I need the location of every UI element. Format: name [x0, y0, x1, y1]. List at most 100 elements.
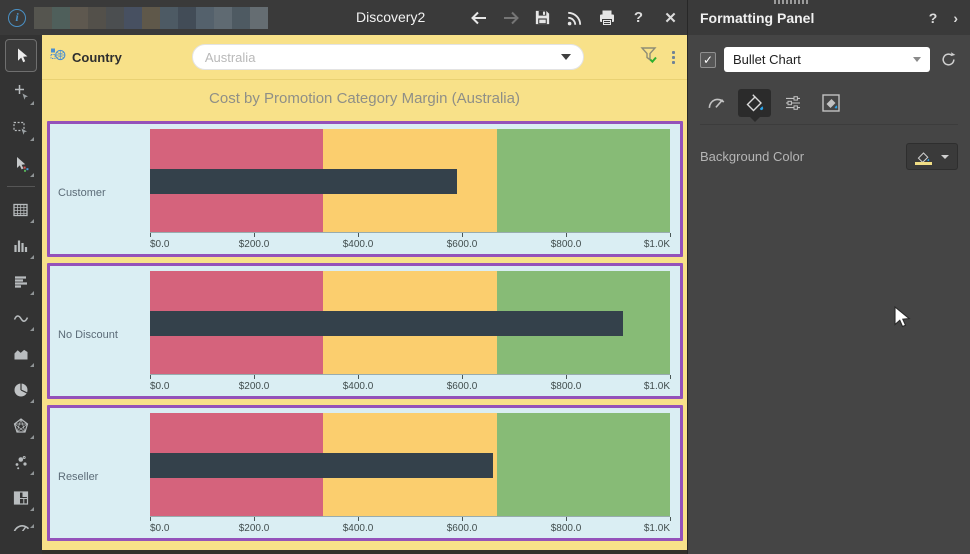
axis-tick: [462, 233, 463, 237]
area-chart-tool[interactable]: [5, 337, 37, 370]
tab-advanced-settings[interactable]: [776, 89, 809, 117]
bullet-chart: No Discount $0.0 $200.0 $400.0 $600.0 $8…: [47, 263, 683, 399]
redacted-block: [124, 6, 142, 29]
value-bar[interactable]: [150, 453, 494, 478]
chevron-down-icon[interactable]: [560, 54, 571, 60]
filter-input-placeholder: Australia: [204, 49, 256, 65]
background-color-picker[interactable]: [906, 143, 958, 170]
panel-section-divider: [700, 124, 958, 125]
redacted-block: [250, 6, 268, 29]
category-label: No Discount: [58, 329, 118, 341]
axis-tick: [254, 517, 255, 521]
marquee-select-tool[interactable]: [5, 111, 37, 144]
row-chart-tool[interactable]: [5, 265, 37, 298]
axis-tick-label: $0.0: [150, 523, 170, 534]
treemap-tool[interactable]: [5, 481, 37, 514]
x-axis: $0.0 $200.0 $400.0 $600.0 $800.0 $1.0K: [150, 516, 671, 538]
formatting-panel: Formatting Panel ? › ✓ Bullet Chart: [687, 0, 970, 554]
axis-tick: [462, 375, 463, 379]
redacted-block: [88, 6, 106, 29]
back-arrow-icon[interactable]: [468, 7, 489, 28]
bullet-chart: Reseller $0.0 $200.0 $400.0 $600.0 $800.…: [47, 405, 683, 541]
bullet-plot: $0.0 $200.0 $400.0 $600.0 $800.0 $1.0K: [150, 129, 671, 254]
axis-tick: [150, 233, 151, 237]
chart-type-row: ✓ Bullet Chart: [700, 47, 958, 72]
axis-tick-label: $200.0: [238, 381, 270, 392]
chart-type-select[interactable]: Bullet Chart: [724, 47, 930, 72]
axis-tick-label: $1.0K: [643, 239, 670, 250]
value-bar[interactable]: [150, 169, 457, 194]
tab-background-fill[interactable]: [814, 89, 847, 117]
format-pointer-tool[interactable]: [5, 147, 37, 180]
axis-tick-label: $600.0: [446, 381, 478, 392]
formatting-tabs: [700, 88, 958, 122]
grid-tool[interactable]: [5, 193, 37, 226]
value-bar[interactable]: [150, 311, 624, 336]
formatting-panel-title: Formatting Panel: [700, 9, 815, 26]
tab-gauge[interactable]: [700, 89, 733, 117]
axis-tick: [150, 375, 151, 379]
color-swatch: [915, 161, 933, 165]
window-title: Discovery2: [356, 9, 426, 25]
axis-tick: [670, 233, 671, 237]
axis-tick: [358, 375, 359, 379]
axis-tick: [566, 517, 567, 521]
panel-help-icon[interactable]: ?: [928, 9, 938, 26]
panel-collapse-icon[interactable]: ›: [953, 9, 958, 26]
redacted-block: [70, 6, 88, 29]
save-icon[interactable]: [532, 7, 553, 28]
redacted-block: [160, 6, 178, 29]
chevron-down-icon: [913, 57, 921, 62]
geo-field-icon: [50, 47, 66, 68]
add-element-tool[interactable]: [5, 75, 37, 108]
filter-applied-icon[interactable]: [638, 44, 660, 71]
axis-tick: [254, 233, 255, 237]
axis-tick: [358, 233, 359, 237]
redacted-block: [214, 6, 232, 29]
scatter-chart-tool[interactable]: [5, 445, 37, 478]
redacted-block: [178, 6, 196, 29]
axis-tick: [670, 375, 671, 379]
chart-type-value: Bullet Chart: [733, 52, 801, 67]
x-axis: $0.0 $200.0 $400.0 $600.0 $800.0 $1.0K: [150, 374, 671, 396]
tab-fill[interactable]: [738, 89, 771, 122]
pie-chart-tool[interactable]: [5, 373, 37, 406]
gauge-tool[interactable]: [5, 517, 37, 531]
panel-resize-grip[interactable]: [774, 0, 810, 4]
chart-type-checkbox[interactable]: ✓: [700, 51, 716, 68]
redacted-block: [106, 6, 124, 29]
close-icon[interactable]: ✕: [664, 9, 677, 27]
bullet-chart-list: Customer $0.0 $200.0 $400.0 $600.0 $800.…: [42, 118, 687, 541]
axis-tick-label: $200.0: [238, 523, 270, 534]
print-icon[interactable]: [596, 7, 617, 28]
axis-tick-label: $200.0: [238, 239, 270, 250]
redacted-block: [34, 6, 52, 29]
column-chart-tool[interactable]: [5, 229, 37, 262]
bullet-plot: $0.0 $200.0 $400.0 $600.0 $800.0 $1.0K: [150, 413, 671, 538]
help-icon[interactable]: ?: [633, 9, 644, 26]
pointer-tool[interactable]: [5, 39, 37, 72]
x-axis: $0.0 $200.0 $400.0 $600.0 $800.0 $1.0K: [150, 232, 671, 254]
redacted-block: [196, 6, 214, 29]
titlebar: i Discovery2 ? ✕: [0, 0, 687, 35]
axis-tick: [670, 517, 671, 521]
filter-value-input[interactable]: Australia: [191, 44, 584, 70]
redacted-block: [232, 6, 250, 29]
info-icon[interactable]: i: [8, 8, 26, 27]
filter-field-label: Country: [72, 49, 122, 65]
next-element-edge: [42, 550, 687, 554]
paint-bucket-icon: [915, 149, 933, 165]
axis-tick-label: $0.0: [150, 381, 170, 392]
radar-chart-tool[interactable]: [5, 409, 37, 442]
chart-title: Cost by Promotion Category Margin (Austr…: [209, 90, 520, 107]
reset-formatting-icon[interactable]: [939, 50, 958, 69]
axis-tick: [566, 375, 567, 379]
report-canvas: Country Australia Cost by Promotion Cate…: [42, 35, 687, 554]
filter-menu-kebab-icon[interactable]: [670, 49, 677, 66]
line-chart-tool[interactable]: [5, 301, 37, 334]
axis-tick: [462, 517, 463, 521]
forward-arrow-icon[interactable]: [500, 7, 521, 28]
data-feed-icon[interactable]: [564, 7, 585, 28]
redacted-block: [52, 6, 70, 29]
bullet-plot: $0.0 $200.0 $400.0 $600.0 $800.0 $1.0K: [150, 271, 671, 396]
